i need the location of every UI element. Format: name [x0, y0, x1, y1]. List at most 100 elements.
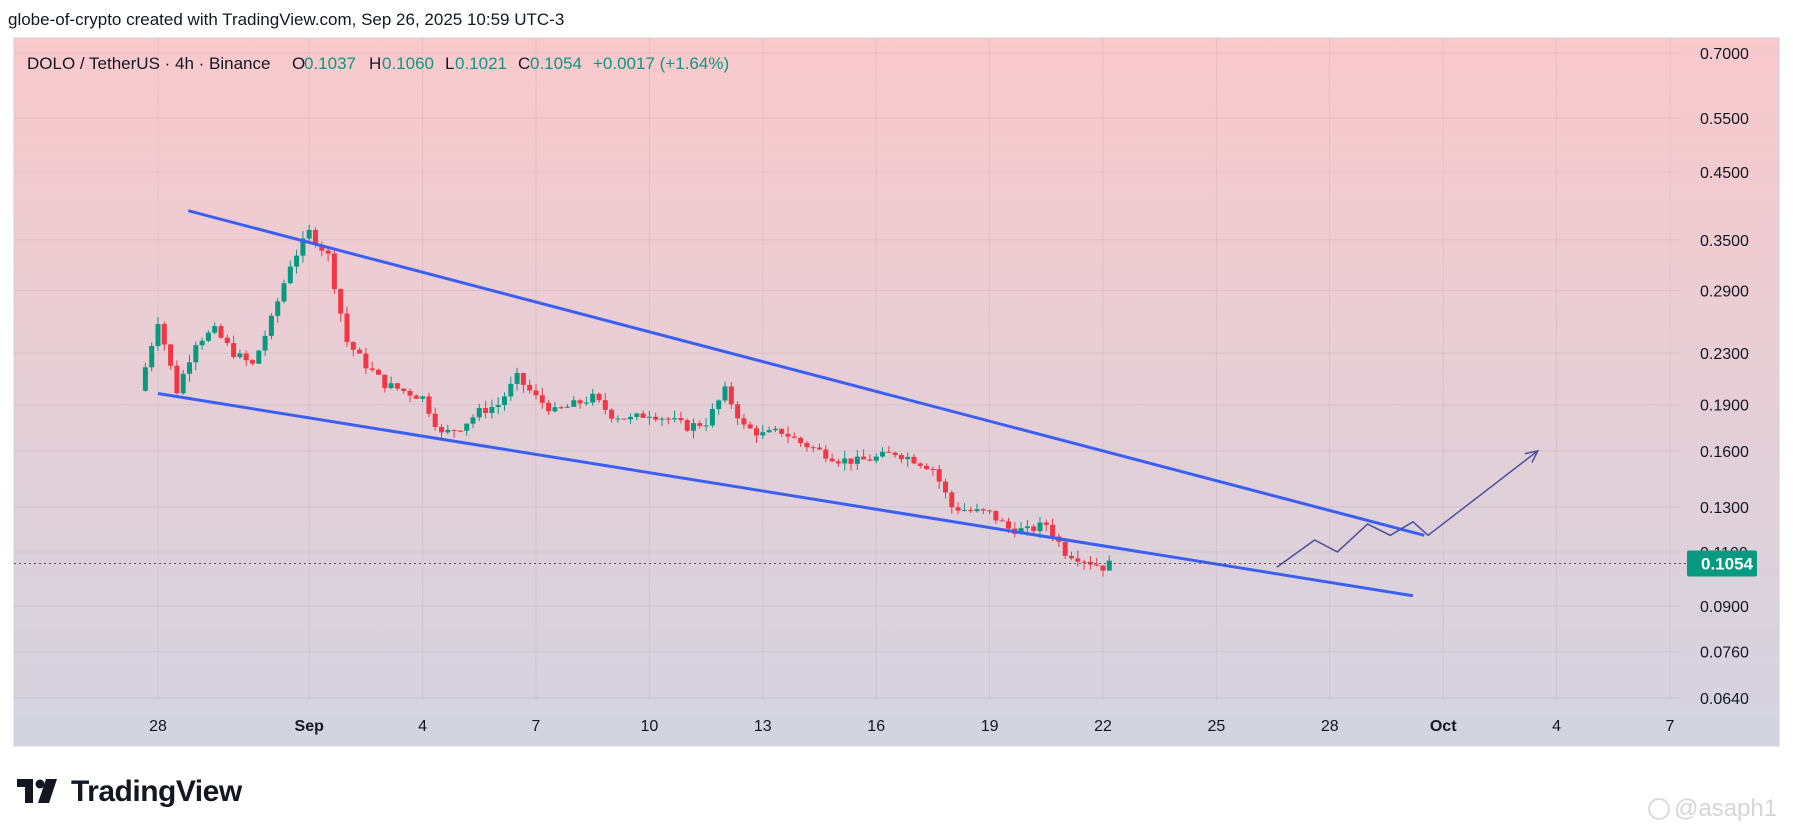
candle-body [470, 417, 476, 424]
candle-body [287, 266, 293, 284]
candle-body [684, 420, 690, 431]
candle-body [804, 442, 810, 448]
candle-body [180, 373, 186, 394]
candle-body [300, 238, 306, 256]
candle-body [1094, 564, 1100, 566]
legend: DOLO / TetherUS · 4h · Binance O 0.1037 … [27, 54, 729, 73]
candle-body [1031, 526, 1037, 532]
candle-body [439, 426, 444, 433]
candle-body [420, 396, 426, 399]
chart-caption: globe-of-crypto created with TradingView… [8, 10, 565, 29]
drawings[interactable] [157, 209, 1540, 598]
candle-body [1024, 526, 1030, 529]
candle-body [747, 424, 753, 429]
candle-body [174, 365, 180, 394]
candle-body [785, 433, 791, 437]
time-tick-label: 16 [867, 718, 885, 735]
candle-body [205, 332, 211, 341]
legend-open-label: O [292, 54, 305, 73]
time-tick-label: 28 [1321, 718, 1339, 735]
legend-close-value: 0.1054 [530, 54, 582, 73]
candle-body [319, 244, 325, 251]
candle-body [149, 346, 155, 368]
candle-body [848, 458, 854, 464]
candle-body [426, 396, 432, 414]
candle-body [678, 418, 684, 421]
price-tick-label: 0.0760 [1700, 645, 1749, 662]
candle-body [231, 343, 237, 358]
time-tick-label: 7 [532, 718, 541, 735]
candle-body [993, 510, 999, 521]
candle-body [766, 430, 772, 433]
candle-body [1106, 560, 1112, 571]
time-tick-label: 25 [1208, 718, 1226, 735]
watermark: @asaph1 [1648, 795, 1777, 823]
candle-body [193, 345, 199, 363]
price-axis[interactable]: 0.7000 0.5500 0.4500 0.3500 0.2900 0.2300 0.19… [1700, 46, 1749, 708]
candle-body [281, 283, 287, 302]
candle-body [350, 342, 356, 350]
candle-body [464, 423, 470, 431]
candle-body [911, 456, 917, 464]
candle-body [886, 451, 892, 453]
candle-body [161, 324, 167, 345]
candle-body [331, 253, 337, 290]
candle-body [363, 353, 369, 369]
candle-body [823, 449, 829, 459]
candle-body [325, 250, 331, 254]
candle-body [703, 425, 709, 427]
candle-body [936, 469, 942, 482]
candle-body [212, 326, 218, 333]
current-price-label: 0.1054 [1701, 554, 1754, 573]
candle-body [697, 423, 703, 426]
trendline-lower_wedge[interactable] [157, 392, 1414, 598]
candle-body [565, 406, 570, 408]
candle-body [760, 432, 766, 436]
candle-body [1043, 522, 1049, 525]
price-tick-label: 0.2900 [1700, 284, 1749, 301]
candle-body [943, 481, 948, 493]
tradingview-logo[interactable]: TradingView [17, 775, 242, 809]
legend-change: +0.0017 (+1.64%) [593, 54, 729, 73]
candle-body [754, 428, 759, 436]
trendline-upper_wedge[interactable] [187, 209, 1425, 537]
time-axis[interactable]: 28 Sep 4 7 10 13 16 19 22 25 28 Oct 4 7 [149, 718, 1674, 735]
candle-body [917, 463, 923, 466]
candle-body [665, 418, 671, 420]
price-tick-label: 0.5500 [1700, 111, 1749, 128]
candle-body [829, 458, 835, 462]
candle-body [243, 353, 249, 361]
candle-body [1075, 558, 1081, 562]
price-tick-label: 0.0640 [1700, 691, 1749, 708]
candle-body [533, 390, 539, 396]
candle-body [798, 437, 804, 443]
candle-body [552, 407, 558, 412]
candle-body [1069, 555, 1074, 559]
price-tick-label: 0.0900 [1700, 599, 1749, 616]
candle-body [294, 255, 300, 267]
candle-body [1037, 522, 1043, 532]
candle-body [495, 405, 501, 408]
legend-symbol: DOLO / TetherUS · 4h · Binance [27, 54, 270, 73]
projection-path[interactable] [1276, 450, 1539, 568]
time-tick-label: 7 [1666, 718, 1675, 735]
candle-body [256, 350, 262, 364]
candle-body [571, 400, 577, 407]
candle-body [691, 423, 696, 431]
candle-body [779, 428, 785, 434]
candle-body [930, 469, 936, 471]
time-tick-label: 19 [981, 718, 999, 735]
candle-body [306, 229, 312, 239]
candle-body [539, 395, 545, 403]
candle-body [369, 368, 375, 370]
tradingview-logo-icon [17, 779, 57, 803]
projection-arrowhead [1524, 449, 1540, 463]
candle-body [413, 395, 419, 399]
candle-body [344, 313, 350, 343]
candle-body [854, 456, 860, 464]
candle-body [880, 451, 885, 457]
candle-body [835, 461, 841, 464]
current-price-tag[interactable]: 0.1054 [1687, 550, 1757, 577]
candle-body [653, 416, 659, 420]
